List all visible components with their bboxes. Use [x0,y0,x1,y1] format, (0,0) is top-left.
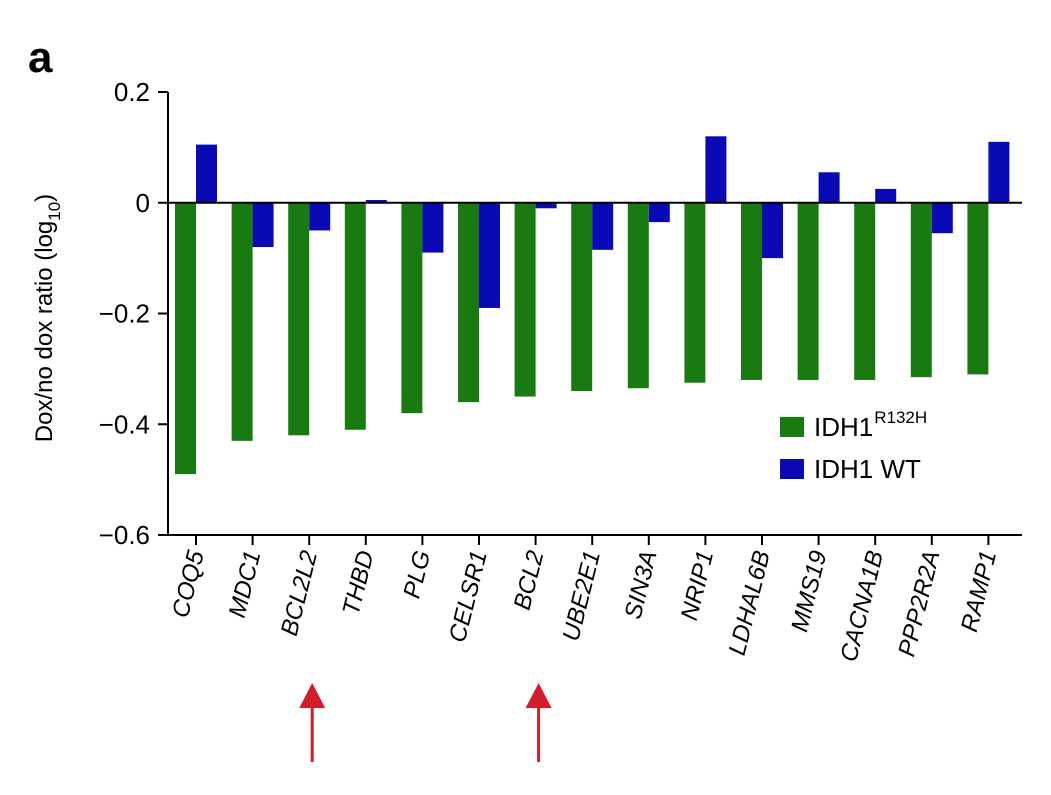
y-tick-label: 0.2 [114,77,150,107]
x-tick-label: CACNA1B [835,548,889,665]
bar-idh1-wt [365,199,387,203]
x-tick-label: MMS19 [786,548,832,635]
bar-idh1-r132h [344,202,366,430]
legend-swatch [780,417,804,437]
bar-idh1-wt [818,172,840,203]
panel-label: a [28,33,53,82]
bar-idh1-wt [648,202,670,223]
x-tick-label: THBD [338,548,380,618]
y-axis-title: Dox/no dox ratio (log10) [31,194,64,442]
bar-idh1-wt [875,188,897,203]
bar-idh1-wt [479,202,500,308]
x-tick-label: NRIP1 [676,548,719,623]
bar-idh1-wt [988,141,1010,203]
bar-idh1-r132h [797,202,819,380]
bar-idh1-r132h [684,202,706,383]
bar-idh1-wt [196,144,217,203]
bar-idh1-wt [252,202,274,248]
x-tick-label: BCL2 [509,548,550,613]
x-tick-label: MDC1 [224,548,267,621]
x-tick-label: PPP2R2A [893,548,945,659]
x-tick-label: CELSR1 [444,548,493,645]
legend-label: IDH1 WT [814,454,921,484]
bar-idh1-r132h [627,202,649,389]
bar-idh1-wt [931,202,953,234]
annotation-arrow-head [299,683,326,708]
y-axis-title-close: ) [31,194,58,202]
y-tick-label: −0.4 [99,409,150,439]
x-tick-label: PLG [398,548,436,601]
bar-idh1-wt [705,136,727,203]
bar-idh1-r132h [910,202,932,378]
y-tick-label: −0.2 [99,299,150,329]
x-tick-label: COQ5 [167,547,210,620]
y-tick-label: 0 [136,188,150,218]
bar-idh1-wt [422,202,444,253]
bar-idh1-r132h [514,202,536,397]
x-tick-label: BCL2L2 [276,548,323,639]
bar-idh1-r132h [854,202,876,380]
bar-idh1-r132h [967,202,989,375]
bar-idh1-r132h [571,202,593,392]
x-tick-label: LDHAL6B [724,548,776,658]
legend: IDH1 R132H IDH1 WT [780,408,927,484]
bar-idh1-r132h [231,202,253,441]
legend-label-superscript: R132H [874,408,927,427]
legend-swatch [780,459,804,479]
bar-idh1-r132h [401,202,423,414]
bar-idh1-wt [309,202,331,231]
x-tick-label: SIN3A [620,548,663,622]
bar-idh1-r132h [288,202,310,436]
y-axis-title-main: Dox/no dox ratio (log [31,221,58,442]
y-axis-title-subscript: 10 [45,202,64,221]
bar-idh1-wt [762,202,783,259]
annotation-arrow-head [525,683,552,708]
bar-idh1-wt [535,202,557,209]
plot-area: 0.2 0 −0.2 −0.4 −0.6 COQ5 MDC1 BCL2L2 THBD PLG CEL… [99,77,1022,762]
bar-idh1-wt [592,202,614,250]
bar-idh1-r132h [741,202,762,380]
bar-idh1-r132h [458,202,479,403]
x-tick-label: RAMP1 [956,548,1002,635]
y-tick-label: −0.6 [99,520,150,550]
legend-label: IDH1 [814,412,873,442]
bar-idh1-r132h [175,202,196,475]
x-tick-label: UBE2E1 [558,548,606,644]
